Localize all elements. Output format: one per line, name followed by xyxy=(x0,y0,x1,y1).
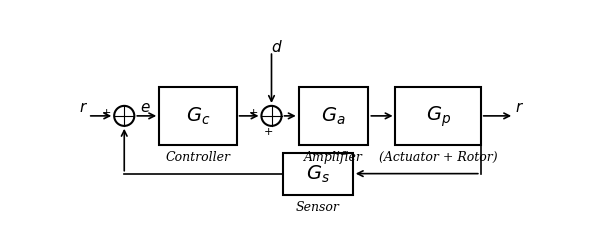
Text: $G_c$: $G_c$ xyxy=(186,106,210,127)
Text: (Actuator + Rotor): (Actuator + Rotor) xyxy=(379,151,498,164)
Text: $d$: $d$ xyxy=(271,39,283,55)
Bar xyxy=(283,153,353,195)
Text: $r$: $r$ xyxy=(515,101,524,115)
Text: +: + xyxy=(102,108,111,118)
Text: $e$: $e$ xyxy=(140,101,151,115)
Bar xyxy=(159,87,236,145)
Text: +: + xyxy=(249,108,258,118)
Text: $G_s$: $G_s$ xyxy=(306,163,330,185)
Text: Amplifier: Amplifier xyxy=(304,151,363,164)
Bar xyxy=(298,87,368,145)
Text: $G_a$: $G_a$ xyxy=(322,106,346,127)
Bar xyxy=(395,87,480,145)
Text: Controller: Controller xyxy=(165,151,230,164)
Text: Sensor: Sensor xyxy=(296,201,340,214)
Text: +: + xyxy=(264,127,273,137)
Text: $r$: $r$ xyxy=(79,101,87,115)
Text: $G_p$: $G_p$ xyxy=(426,104,451,128)
